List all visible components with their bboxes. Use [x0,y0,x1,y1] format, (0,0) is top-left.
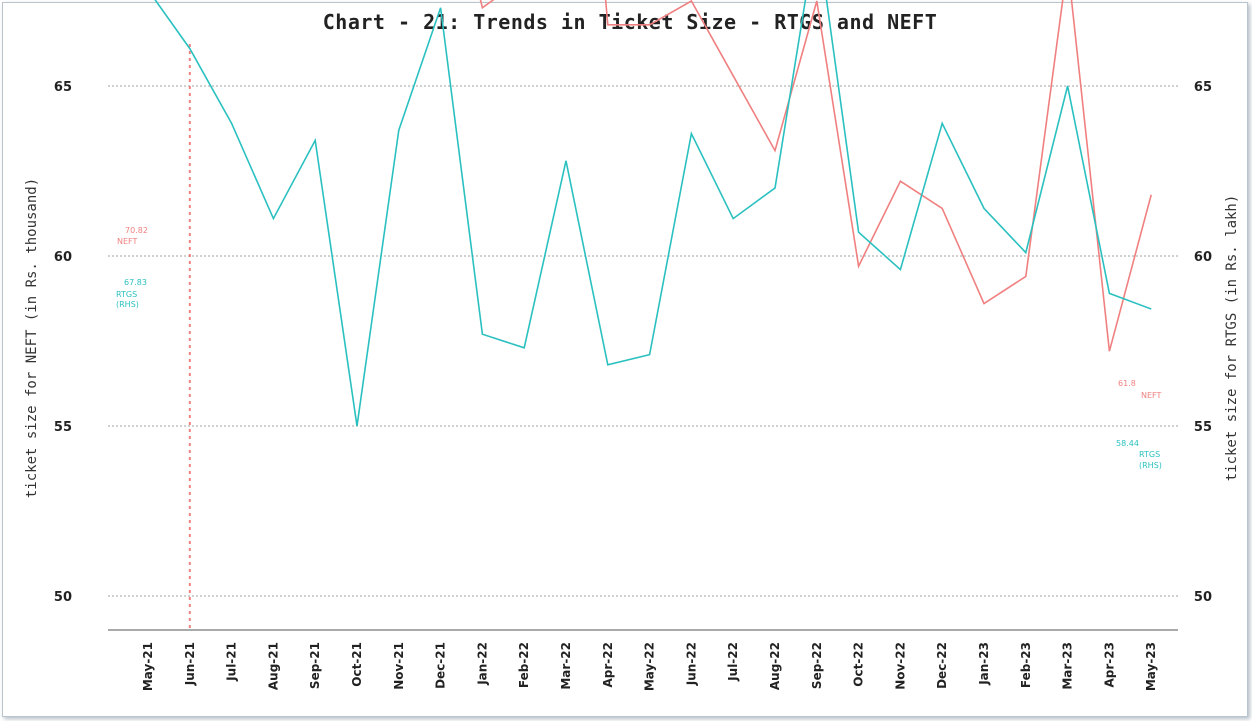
y-tick-label-left: 60 [54,250,72,265]
x-tick-label: Nov-21 [392,642,406,690]
x-tick-label: Jun-22 [684,642,698,686]
x-tick-label: Dec-22 [935,642,949,689]
chart-title: Chart - 21: Trends in Ticket Size - RTGS… [323,10,938,34]
x-tick-label: Sep-22 [810,642,824,689]
neft-start-value: 70.82 [125,226,148,235]
x-tick-label: Apr-23 [1102,642,1116,687]
x-tick-label: Nov-22 [893,642,907,690]
x-tick-label: Feb-23 [1019,642,1033,688]
rtgs-end-sub: (RHS) [1139,461,1162,470]
x-tick-label: May-23 [1144,642,1158,691]
x-tick-label: Mar-23 [1061,642,1075,690]
rtgs-end-label: RTGS [1139,450,1160,459]
x-tick-label: Jan-22 [475,642,489,686]
x-tick-label: Mar-22 [559,642,573,690]
y-tick-label-left: 65 [54,80,72,95]
rtgs-end-value: 58.44 [1116,439,1139,448]
neft-end-value: 61.8 [1118,379,1136,388]
x-tick-label: May-22 [643,642,657,691]
x-tick-label: Jul-22 [726,642,740,682]
y-axis-label-left: ticket size for NEFT (in Rs. thousand) [24,178,40,498]
y-axis-label-right: ticket size for RTGS (in Rs. lakh) [1224,195,1240,482]
x-tick-label: Jul-21 [225,642,239,682]
x-tick-label: May-21 [141,642,155,691]
x-tick-label: Oct-22 [852,642,866,687]
y-tick-label-left: 50 [54,590,72,605]
x-tick-label: Dec-21 [434,642,448,689]
y-tick-label-right: 50 [1194,590,1212,605]
x-tick-label: Jun-21 [183,642,197,686]
rtgs-start-value: 67.83 [124,278,147,287]
x-tick-label: Sep-21 [308,642,322,689]
y-tick-label-left: 55 [54,420,72,435]
x-tick-label: Apr-22 [601,642,615,687]
x-tick-label: Aug-22 [768,642,782,690]
series-line-rtgs [154,0,1152,427]
x-tick-label: Oct-21 [350,642,364,687]
neft-start-label: NEFT [117,237,138,246]
rtgs-start-label: RTGS [116,290,137,299]
y-tick-label-right: 60 [1194,250,1212,265]
series-line-neft [479,0,1152,352]
y-tick-label-right: 65 [1194,80,1212,95]
y-tick-label-right: 55 [1194,420,1212,435]
x-tick-label: Jan-23 [977,642,991,686]
neft-end-label: NEFT [1141,391,1162,400]
x-tick-label: Aug-21 [266,642,280,690]
rtgs-start-sub: (RHS) [116,300,139,309]
x-tick-label: Feb-22 [517,642,531,688]
